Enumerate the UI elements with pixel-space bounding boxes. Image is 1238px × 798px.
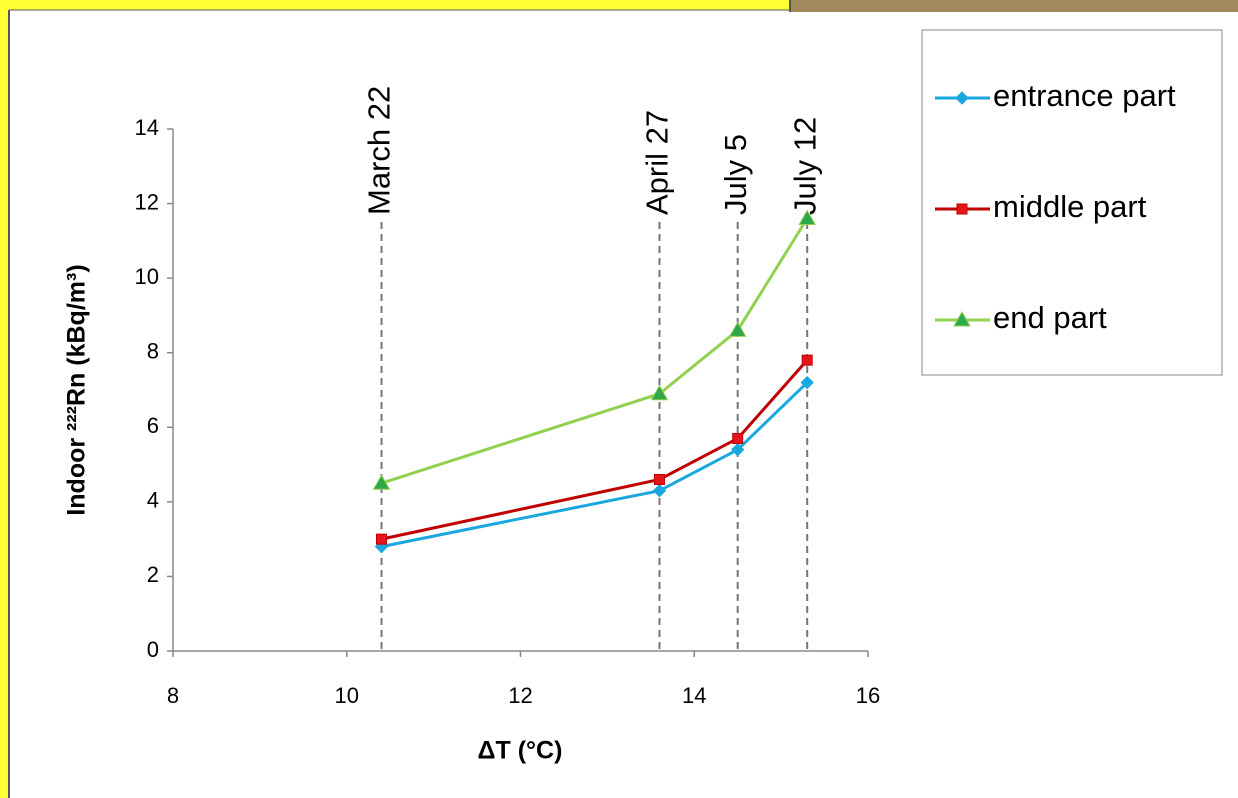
y-axis-label: Indoor ²²²Rn (kBq/m³) — [63, 264, 91, 515]
y-tick-label: 8 — [147, 339, 159, 364]
y-tick-label: 12 — [135, 189, 159, 214]
date-annotation: March 22 — [362, 86, 397, 215]
marker — [377, 534, 387, 544]
y-tick-label: 6 — [147, 413, 159, 438]
legend-label: end part — [993, 300, 1107, 335]
marker — [655, 474, 665, 484]
frame-top — [0, 0, 790, 10]
frame-left — [0, 0, 8, 798]
chart: ΔT (°C) Indoor ²²²Rn (kBq/m³) 0 2 4 6 8 10 12 1… — [0, 0, 1238, 798]
date-annotation: April 27 — [640, 110, 675, 215]
x-axis-label: ΔT (°C) — [478, 737, 563, 765]
x-tick-label: 16 — [856, 683, 880, 708]
marker — [654, 485, 666, 497]
x-tick-label: 14 — [682, 683, 706, 708]
marker — [733, 433, 743, 443]
y-tick-label: 0 — [147, 637, 159, 662]
x-tick-label: 12 — [508, 683, 532, 708]
background-image-strip — [790, 0, 1238, 12]
marker — [802, 355, 812, 365]
date-annotation: July 5 — [718, 134, 753, 215]
x-tick-label: 10 — [335, 683, 359, 708]
y-tick-label: 2 — [147, 562, 159, 587]
series-line — [382, 383, 808, 547]
legend-label: middle part — [993, 189, 1147, 224]
marker — [730, 322, 746, 336]
y-tick-label: 4 — [147, 488, 159, 513]
legend-label: entrance part — [993, 78, 1176, 113]
x-tick-label: 8 — [167, 683, 179, 708]
marker — [957, 204, 967, 214]
y-tick-label: 14 — [135, 115, 159, 140]
date-annotation: July 12 — [787, 117, 822, 215]
y-tick-label: 10 — [135, 264, 159, 289]
